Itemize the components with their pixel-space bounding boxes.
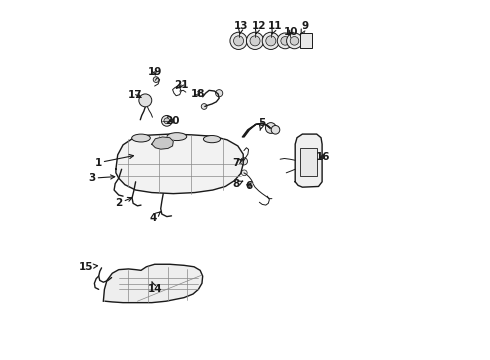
- Text: 5: 5: [259, 118, 266, 130]
- Text: 13: 13: [234, 21, 248, 34]
- Circle shape: [139, 94, 152, 107]
- Text: 8: 8: [232, 179, 243, 189]
- Circle shape: [266, 36, 276, 46]
- Text: 17: 17: [128, 90, 143, 100]
- Circle shape: [142, 97, 149, 104]
- Text: 18: 18: [191, 89, 205, 99]
- Polygon shape: [295, 134, 322, 187]
- Text: 15: 15: [79, 262, 98, 272]
- Circle shape: [287, 33, 302, 49]
- Ellipse shape: [132, 134, 150, 142]
- Text: 14: 14: [147, 282, 162, 294]
- Circle shape: [230, 32, 247, 49]
- Text: 20: 20: [165, 116, 180, 126]
- Circle shape: [201, 104, 207, 109]
- Circle shape: [290, 37, 299, 45]
- Text: 1: 1: [95, 154, 133, 168]
- Polygon shape: [103, 264, 203, 303]
- Circle shape: [246, 32, 264, 49]
- Circle shape: [266, 123, 276, 134]
- FancyBboxPatch shape: [299, 33, 313, 48]
- Polygon shape: [152, 137, 173, 149]
- Text: 21: 21: [174, 80, 189, 90]
- Circle shape: [216, 90, 223, 97]
- Circle shape: [164, 118, 170, 124]
- Circle shape: [161, 116, 172, 126]
- Text: 6: 6: [245, 181, 252, 191]
- Text: 12: 12: [251, 21, 266, 34]
- Circle shape: [240, 158, 247, 165]
- Text: 16: 16: [316, 152, 330, 162]
- Text: 7: 7: [232, 158, 243, 168]
- Circle shape: [262, 32, 279, 49]
- Text: 10: 10: [284, 27, 298, 37]
- Ellipse shape: [203, 135, 220, 143]
- Text: 9: 9: [301, 21, 309, 34]
- Ellipse shape: [167, 133, 187, 140]
- Circle shape: [153, 77, 159, 82]
- Polygon shape: [116, 134, 243, 194]
- Text: 2: 2: [115, 197, 132, 208]
- Text: 11: 11: [268, 21, 283, 34]
- Text: 19: 19: [147, 67, 162, 77]
- Circle shape: [271, 126, 280, 134]
- Circle shape: [250, 36, 260, 46]
- Circle shape: [242, 170, 247, 176]
- Text: 3: 3: [88, 173, 115, 183]
- Circle shape: [234, 36, 244, 46]
- Text: 4: 4: [150, 212, 160, 222]
- FancyBboxPatch shape: [299, 148, 318, 176]
- Circle shape: [281, 37, 290, 45]
- Circle shape: [277, 33, 293, 49]
